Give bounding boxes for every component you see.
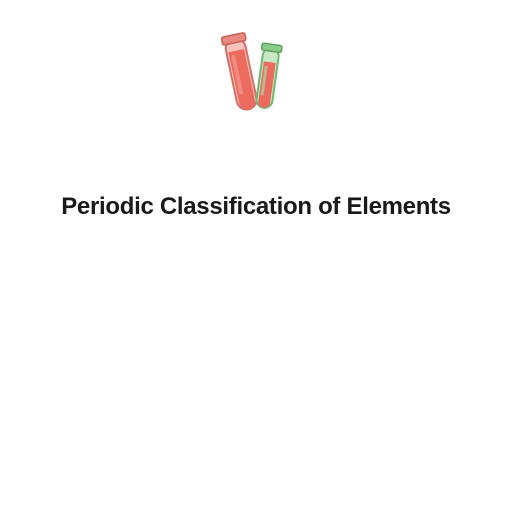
test-tubes-icon <box>221 30 291 120</box>
page-title: Periodic Classification of Elements <box>0 193 512 221</box>
